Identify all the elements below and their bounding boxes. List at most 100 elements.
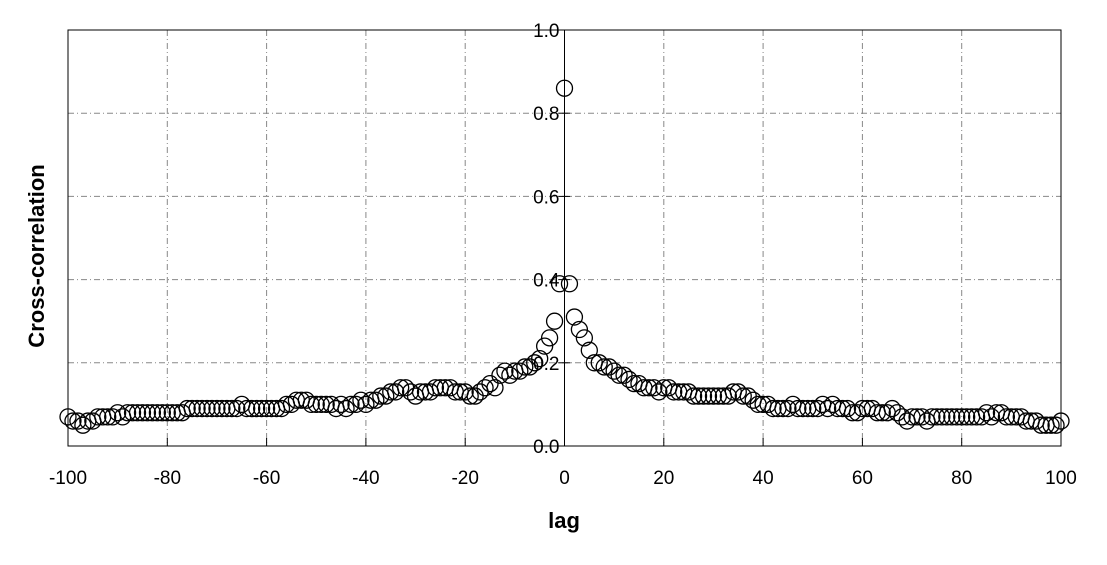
data-point	[908, 408, 926, 426]
data-point	[74, 416, 92, 434]
data-point	[565, 308, 584, 326]
data-point	[1047, 416, 1065, 434]
data-point	[337, 399, 355, 418]
data-point	[238, 399, 256, 418]
data-point	[704, 387, 723, 405]
data-point	[153, 404, 171, 422]
data-point	[967, 408, 986, 426]
data-point	[893, 408, 911, 426]
data-point	[764, 399, 782, 418]
data-point	[913, 408, 931, 426]
data-point	[610, 366, 628, 384]
data-point	[367, 391, 385, 409]
x-tick-label: 60	[852, 468, 873, 489]
x-tick-label: -100	[49, 468, 87, 489]
data-point	[243, 399, 261, 418]
data-point	[516, 358, 534, 376]
data-point	[198, 399, 216, 418]
data-point	[938, 408, 956, 426]
data-point	[377, 387, 395, 405]
data-point	[158, 404, 176, 422]
data-point	[1042, 416, 1060, 434]
data-point	[193, 399, 211, 418]
data-point	[128, 404, 147, 422]
x-tick-label: -80	[154, 468, 181, 489]
data-point	[426, 379, 445, 397]
data-point	[982, 408, 1001, 426]
data-point	[302, 395, 320, 414]
data-point	[873, 404, 891, 422]
data-point	[109, 404, 127, 422]
data-point	[526, 354, 544, 372]
data-point	[59, 408, 77, 426]
data-point	[1032, 416, 1050, 434]
data-point	[774, 399, 792, 418]
data-point	[540, 329, 559, 347]
data-point	[511, 362, 529, 380]
data-point	[392, 379, 410, 397]
data-point	[838, 399, 857, 418]
data-point	[560, 275, 579, 293]
data-point	[461, 387, 479, 405]
data-point	[252, 399, 271, 418]
data-point	[923, 408, 941, 426]
data-point	[486, 379, 504, 397]
data-point	[188, 399, 206, 418]
data-point	[223, 399, 241, 418]
data-point	[943, 408, 961, 426]
data-point	[178, 399, 196, 418]
y-tick-label: 0.4	[533, 271, 560, 292]
data-point	[148, 404, 167, 422]
y-tick-label: 0.8	[533, 104, 559, 125]
data-point	[684, 387, 703, 405]
data-point	[779, 399, 797, 418]
data-point	[257, 399, 276, 418]
data-point	[401, 383, 420, 401]
data-point	[734, 387, 752, 405]
y-tick-label: 0.0	[533, 437, 559, 458]
data-point	[228, 399, 246, 418]
x-tick-label: -60	[253, 468, 280, 489]
data-point	[342, 395, 360, 414]
data-point	[69, 412, 87, 430]
data-point	[997, 408, 1016, 426]
data-point	[570, 320, 589, 339]
data-point	[123, 404, 142, 422]
data-point	[89, 408, 107, 426]
data-point	[248, 399, 266, 418]
data-point	[953, 408, 971, 426]
x-tick-label: -40	[352, 468, 379, 489]
y-tick-label: 0.6	[533, 187, 559, 208]
data-point	[332, 395, 350, 414]
data-point	[640, 379, 658, 397]
data-point	[476, 379, 494, 397]
data-point	[138, 404, 157, 422]
x-tick-label: 20	[653, 468, 674, 489]
data-point	[317, 395, 335, 414]
data-point	[99, 408, 117, 426]
data-point	[699, 387, 718, 405]
data-point	[357, 395, 375, 414]
data-point	[213, 399, 231, 418]
data-point	[352, 391, 370, 409]
y-tick-label: 1.0	[533, 21, 559, 42]
data-point	[496, 362, 514, 380]
data-point	[555, 79, 574, 97]
data-point	[650, 383, 668, 401]
data-point	[118, 404, 137, 422]
x-tick-label: 80	[951, 468, 972, 489]
x-tick-label: 40	[753, 468, 774, 489]
data-point	[620, 370, 638, 389]
data-point	[387, 383, 405, 401]
data-point	[143, 404, 162, 422]
data-point	[645, 379, 663, 397]
x-tick-label: 100	[1045, 468, 1077, 489]
data-point	[535, 337, 554, 355]
data-point	[272, 399, 291, 418]
y-axis-label: Cross-correlation	[24, 164, 49, 347]
x-axis-label: lag	[548, 508, 580, 533]
data-point	[1052, 412, 1070, 430]
data-point	[203, 399, 221, 418]
data-point	[977, 404, 996, 422]
